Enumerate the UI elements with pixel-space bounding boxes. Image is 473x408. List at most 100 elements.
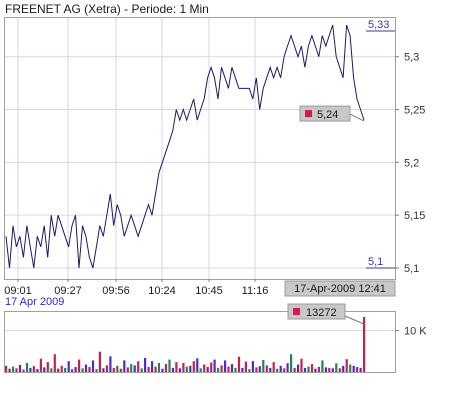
volume-bar xyxy=(60,365,63,372)
volume-bar xyxy=(290,354,293,372)
volume-bar xyxy=(53,354,56,372)
price-plot-frame xyxy=(4,17,396,280)
volume-bar xyxy=(140,368,143,372)
price-grid xyxy=(5,18,395,279)
volume-bar xyxy=(293,367,296,372)
last-value-pointer xyxy=(349,113,365,122)
volume-bar xyxy=(279,365,282,372)
volume-bar xyxy=(57,368,60,372)
x-tick-label: 10:45 xyxy=(195,285,223,297)
volume-bar xyxy=(178,368,181,372)
volume-bar xyxy=(157,362,161,372)
volume-bar xyxy=(206,367,209,372)
chart-title: FREENET AG (Xetra) - Periode: 1 Min xyxy=(5,2,209,16)
volume-bar xyxy=(303,367,307,372)
volume-bar xyxy=(74,367,77,372)
volume-bar xyxy=(192,361,195,372)
volume-bar xyxy=(130,364,133,372)
x-tick-label: 09:27 xyxy=(54,285,82,297)
volume-bar xyxy=(258,366,261,372)
volume-bar xyxy=(310,364,314,372)
volume-bar xyxy=(255,367,258,372)
volume-bar xyxy=(269,367,272,372)
volume-bar xyxy=(297,364,300,372)
volume-bar xyxy=(237,356,241,372)
volume-bar xyxy=(78,359,81,372)
volume-bar xyxy=(171,367,174,372)
volume-bar xyxy=(314,368,317,372)
volume-bars xyxy=(5,317,395,372)
volume-bar xyxy=(182,362,185,372)
volume-bar xyxy=(43,367,46,372)
volume-bar xyxy=(25,362,29,372)
volume-bar xyxy=(345,359,348,372)
volume-bar xyxy=(32,366,35,372)
volume-bar xyxy=(210,362,213,372)
volume-bar xyxy=(213,359,216,372)
volume-bar xyxy=(18,365,22,372)
volume-bar xyxy=(8,368,11,372)
volume-bar xyxy=(46,362,49,372)
volume-bar xyxy=(81,368,84,372)
volume-bar xyxy=(91,360,95,372)
y-tick-label: 5,15 xyxy=(404,210,425,222)
x-tick-label: 09:56 xyxy=(102,285,130,297)
volume-bar xyxy=(175,362,178,372)
y-tick-label: 5,3 xyxy=(404,52,419,64)
volume-bar xyxy=(119,368,122,372)
volume-last-label: 13272 xyxy=(306,307,337,319)
volume-last-marker xyxy=(293,308,300,315)
y-high-label: 5,33 xyxy=(368,19,389,31)
volume-bar xyxy=(248,369,251,372)
volume-last-box xyxy=(287,303,346,320)
volume-bar xyxy=(276,368,279,372)
x-date-label-box xyxy=(284,280,396,297)
volume-bar xyxy=(244,361,247,372)
volume-bar xyxy=(151,361,154,372)
price-line xyxy=(5,24,365,269)
volume-bar xyxy=(12,366,15,372)
volume-bar xyxy=(126,367,129,372)
volume-bar xyxy=(189,365,192,372)
volume-bar xyxy=(154,366,157,372)
volume-bar xyxy=(338,368,341,372)
volume-bar xyxy=(71,369,74,372)
volume-bar xyxy=(88,367,91,372)
volume-bar xyxy=(349,364,352,372)
volume-bar xyxy=(144,357,147,372)
volume-bar xyxy=(196,358,199,372)
volume-bar xyxy=(22,369,25,372)
volume-bar xyxy=(331,368,334,372)
volume-bar xyxy=(168,359,171,372)
y-tick-label: 5,1 xyxy=(404,263,419,275)
volume-bar xyxy=(164,364,168,372)
volume-bar xyxy=(224,360,227,372)
last-value-label: 5,24 xyxy=(317,109,338,121)
volume-bar xyxy=(109,356,112,372)
volume-bar xyxy=(137,361,140,372)
volume-bar xyxy=(328,367,331,372)
volume-bar xyxy=(265,365,268,372)
volume-bar xyxy=(203,364,206,372)
volume-bar xyxy=(272,362,275,372)
y-tick-label: 5,2 xyxy=(404,157,419,169)
volume-bar xyxy=(359,367,362,372)
volume-bar xyxy=(116,365,119,372)
volume-bar xyxy=(5,365,8,372)
volume-last-pointer xyxy=(344,315,365,325)
volume-bar xyxy=(147,367,150,372)
x-tick-label: 10:24 xyxy=(148,285,176,297)
volume-bar xyxy=(352,365,355,372)
volume-bar xyxy=(227,366,230,372)
volume-bar xyxy=(36,369,39,372)
volume-bar xyxy=(307,366,310,372)
volume-bar xyxy=(98,351,101,372)
volume-bar xyxy=(112,367,115,372)
x-tick-label-date: 17-Apr-2009 12:41 xyxy=(294,283,386,295)
last-value-marker xyxy=(305,110,312,118)
date-label: 17 Apr 2009 xyxy=(5,296,65,308)
price-x-axis: 09:01 09:27 09:56 10:24 10:45 11:16 17-Apr-200… xyxy=(4,279,396,297)
volume-bar xyxy=(199,368,202,372)
price-y-axis: 5,1 5,15 5,2 5,25 5,3 5,33 5,1 xyxy=(366,19,425,275)
